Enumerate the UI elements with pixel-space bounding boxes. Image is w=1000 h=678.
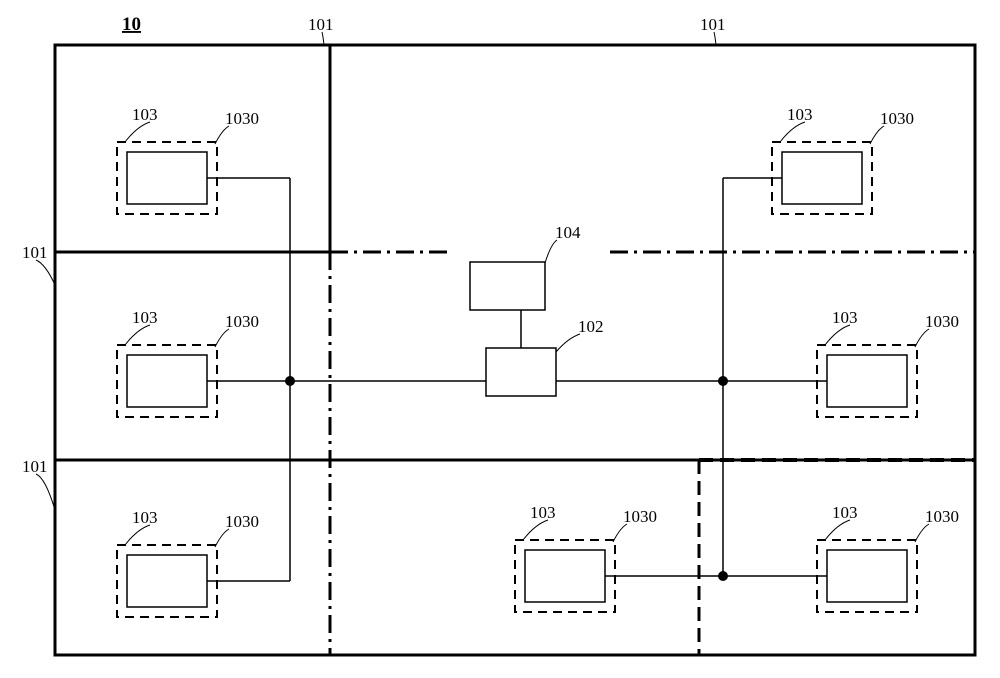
diagram-svg: 103 1030 103 1030 103 1030 103 1030 103 1030 103 10… [0, 0, 1000, 678]
module-103-m5 [827, 355, 907, 407]
module-103-m2 [127, 355, 207, 407]
ref-103: 103 [787, 105, 813, 124]
module-103-m6 [525, 550, 605, 602]
ref-1030: 1030 [925, 507, 959, 526]
ref-103: 103 [530, 503, 556, 522]
leader-line [870, 126, 884, 144]
box-102 [486, 348, 556, 396]
leader-line [545, 240, 557, 263]
leader-line [780, 122, 805, 142]
ref-101: 101 [22, 243, 48, 262]
ref-101: 101 [700, 15, 726, 34]
leader-line [556, 334, 580, 352]
module-103-m3 [127, 555, 207, 607]
ref-103: 103 [132, 105, 158, 124]
leader-line [915, 524, 929, 542]
leader-line [36, 260, 55, 285]
ref-101: 101 [22, 457, 48, 476]
ref-1030: 1030 [225, 512, 259, 531]
module-103-m1 [127, 152, 207, 204]
ref-103: 103 [832, 308, 858, 327]
leader-line [825, 325, 850, 345]
ref-1030: 1030 [880, 109, 914, 128]
leader-line [36, 474, 55, 510]
ref-1030: 1030 [925, 312, 959, 331]
leader-line [215, 126, 229, 144]
leader-line [825, 520, 850, 540]
junction-j3 [718, 571, 728, 581]
ref-1030: 1030 [225, 312, 259, 331]
ref-1030: 1030 [623, 507, 657, 526]
leader-line [613, 524, 627, 542]
ref-104: 104 [555, 223, 581, 242]
leader-line [215, 529, 229, 547]
module-103-m7 [827, 550, 907, 602]
ref-103: 103 [132, 308, 158, 327]
leader-line [125, 122, 150, 142]
leader-line [125, 525, 150, 545]
ref-103: 103 [132, 508, 158, 527]
ref-101: 101 [308, 15, 334, 34]
leader-line [523, 520, 548, 540]
box-104 [470, 262, 545, 310]
leader-line [915, 329, 929, 347]
leader-line [125, 325, 150, 345]
ref-1030: 1030 [225, 109, 259, 128]
leader-line [215, 329, 229, 347]
junction-j2 [718, 376, 728, 386]
ref-102: 102 [578, 317, 604, 336]
module-103-m4 [782, 152, 862, 204]
diagram-title: 10 [122, 14, 141, 35]
junction-j1 [285, 376, 295, 386]
ref-103: 103 [832, 503, 858, 522]
